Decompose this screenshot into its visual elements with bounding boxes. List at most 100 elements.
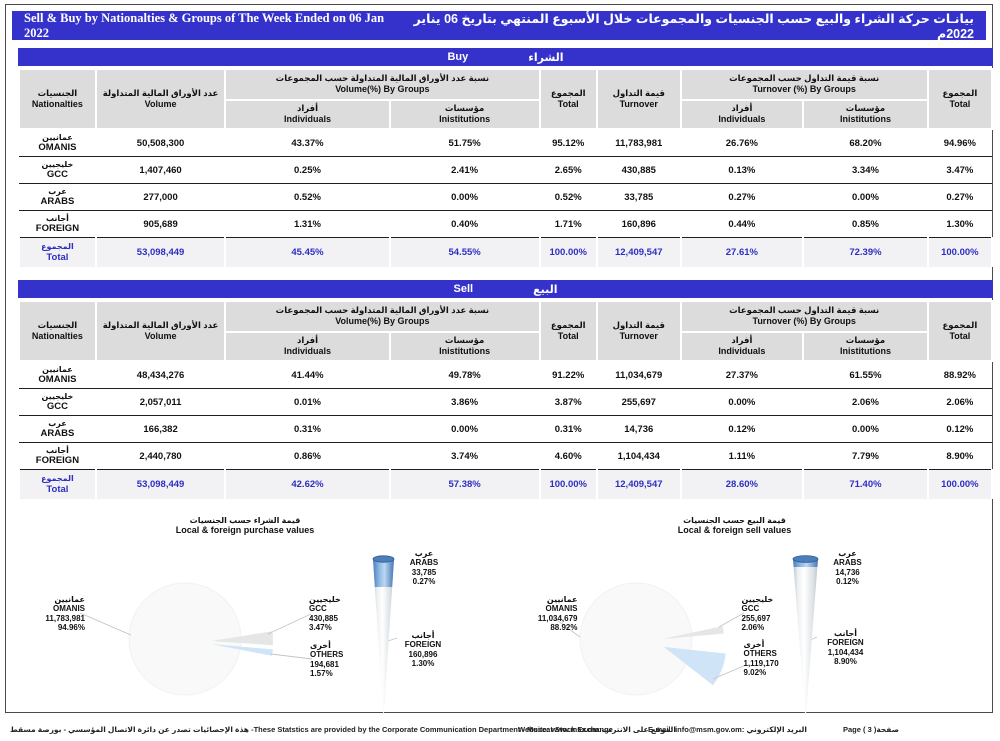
value-cell: 45.45% (224, 237, 391, 267)
sell-label-arabs: عرب ARABS 14,736 0.12% (820, 549, 876, 587)
sell-bar-label-ar: البيع (533, 283, 558, 296)
col-individuals-volume: أفراد Individuals (224, 331, 391, 362)
purchase-label-foreign: أجانب FOREIGN 160,896 1.30% (393, 631, 453, 669)
col-turnover: قيمة التداول Turnover (595, 68, 682, 130)
label-pct: 88.92% (550, 623, 578, 633)
purchase-chart-title-en: Local & foreign purchase values (175, 525, 315, 535)
total-row: المجموع Total 53,098,449 45.45% 54.55% 100.00… (18, 237, 994, 267)
nationality-label-ar: المجموع (41, 242, 74, 251)
value-cell: 905,689 (95, 210, 226, 238)
nationality-label-en: OMANIS (38, 142, 77, 154)
value-cell: 8.90% (927, 442, 992, 470)
value-cell: 27.61% (679, 237, 805, 267)
value-cell: 100.00% (538, 469, 598, 499)
footer-page-ar: صفحة (876, 725, 899, 734)
label-en: FOREIGN (404, 640, 442, 650)
nationality-label-ar: عمانيين (42, 364, 73, 374)
buy-bar-label-ar: الشراء (528, 51, 564, 64)
value-cell: 0.12% (927, 415, 992, 443)
col-nationalties: الجنسيات Nationalties (18, 68, 97, 130)
col-individuals2-en: Individuals (718, 114, 766, 125)
value-cell: 1.31% (225, 210, 390, 238)
value-cell: 12,409,547 (595, 469, 682, 499)
col-total2-ar: المجموع (942, 319, 978, 330)
sell-pie-leader-lines (549, 612, 817, 680)
value-cell: 0.27% (927, 183, 992, 211)
nationality-label-en: ARABS (40, 428, 75, 440)
value-cell: 0.00% (389, 183, 540, 211)
value-cell: 11,783,981 (596, 128, 681, 157)
sell-chart-canvas (549, 555, 818, 721)
col-total-en: Total (557, 330, 579, 341)
charts-row: قيمة الشراء حسب الجنسيات Local & foreign… (13, 513, 986, 735)
value-cell: 430,885 (596, 156, 681, 184)
value-cell: 95.12% (539, 128, 597, 157)
label-value: 11,034,679 (537, 613, 578, 623)
purchase-chart-title-ar: قيمة الشراء حسب الجنسيات (189, 516, 301, 525)
page-footer: هذة الإحصائيات تصدر عن دائرة الاتصال الم… (0, 723, 1000, 739)
col-individuals2-en: Individuals (718, 346, 766, 357)
col-institutions-en: Inistitutions (439, 114, 491, 125)
purchase-label-omanis: عمانيين OMANIS 11,783,981 94.96% (21, 595, 85, 633)
value-cell: 57.38% (388, 469, 541, 499)
value-cell: 26.76% (680, 128, 804, 157)
col-institutions-turnover: مؤسسات Inistitutions (802, 331, 929, 362)
value-cell: 43.37% (225, 128, 390, 157)
value-cell: 54.55% (388, 237, 541, 267)
total-row: المجموع Total 53,098,449 42.62% 57.38% 100.00… (18, 469, 994, 499)
nationality-label-en: FOREIGN (35, 455, 80, 467)
label-en: OMANIS (545, 604, 578, 614)
purchase-pie-leader-lines (79, 612, 398, 660)
label-value: 14,736 (835, 567, 860, 577)
value-cell: 51.75% (389, 128, 540, 157)
label-pct: 94.96% (57, 623, 85, 633)
label-value: 33,785 (411, 567, 437, 577)
label-en: OMANIS (53, 604, 85, 614)
col-volume-groups-en: Volume(%) By Groups (335, 84, 430, 95)
col-volume-en: Volume (144, 98, 177, 109)
col-volume-groups-ar: نسبة عدد الأوراق المالية المتداولة حسب ا… (275, 73, 490, 84)
label-ar: عرب (838, 549, 857, 558)
label-value: 1,104,434 (827, 647, 864, 657)
sell-chart-title-en: Local & foreign sell values (677, 525, 792, 535)
col-total-turnover: المجموع Total (926, 300, 994, 362)
value-cell: 1.71% (539, 210, 597, 238)
value-cell: 0.00% (389, 415, 540, 443)
nationality-label-en: FOREIGN (35, 223, 80, 235)
col-individuals2-ar: أفراد (731, 103, 753, 114)
buy-table-body: عمانيين OMANIS 50,508,300 43.37% 51.75% 95.12… (18, 128, 994, 267)
nationality-label-en: Total (46, 483, 69, 495)
value-cell: 0.52% (225, 183, 390, 211)
sell-table-header: الجنسيات Nationalties عدد الأوراق المالي… (18, 300, 994, 362)
buy-section-bar: Buy الشراء (18, 48, 993, 66)
value-cell: 3.86% (389, 388, 540, 416)
footer-note-ar: هذة الإحصائيات تصدر عن دائرة الاتصال الم… (10, 725, 250, 734)
sell-label-foreign: أجانب FOREIGN 1,104,434 8.90% (814, 629, 878, 667)
value-cell: 33,785 (596, 183, 681, 211)
footer-email-ar: البريد الإلكتروني (746, 725, 807, 734)
col-turnover-en: Turnover (619, 98, 658, 109)
table-row: عرب ARABS 166,382 0.31% 0.00% 0.31% 14,736 0.12… (19, 415, 992, 443)
label-pct: 0.12% (836, 577, 859, 587)
value-cell: 14,736 (596, 415, 681, 443)
col-institutions-turnover: مؤسسات Inistitutions (802, 99, 929, 130)
value-cell: 0.12% (680, 415, 804, 443)
value-cell: 2.65% (539, 156, 597, 184)
sell-bar-label-en: Sell (453, 283, 474, 295)
nationality-label-ar: عرب (48, 186, 67, 196)
col-turnover-groups-en: Turnover (%) By Groups (752, 316, 856, 327)
value-cell: 100.00% (538, 237, 598, 267)
col-volume-en: Volume (144, 330, 177, 341)
value-cell: 7.79% (803, 442, 928, 470)
label-ar: خليجيين (741, 595, 774, 604)
value-cell: 0.13% (680, 156, 804, 184)
sell-label-gcc: خليجيين GCC 255,697 2.06% (742, 595, 812, 633)
table-row: خليجيين GCC 2,057,011 0.01% 3.86% 3.87% 255,69… (19, 388, 992, 416)
value-cell: 11,034,679 (596, 360, 681, 389)
nationality-cell: خليجيين GCC (19, 156, 96, 184)
purchase-label-others: أخرى OTHERS 194,681 1.57% (310, 641, 380, 679)
col-nationalties-ar: الجنسيات (37, 87, 78, 98)
label-pct: 3.47% (309, 623, 332, 633)
value-cell: 2.06% (803, 388, 928, 416)
value-cell: 1,407,460 (95, 156, 226, 184)
